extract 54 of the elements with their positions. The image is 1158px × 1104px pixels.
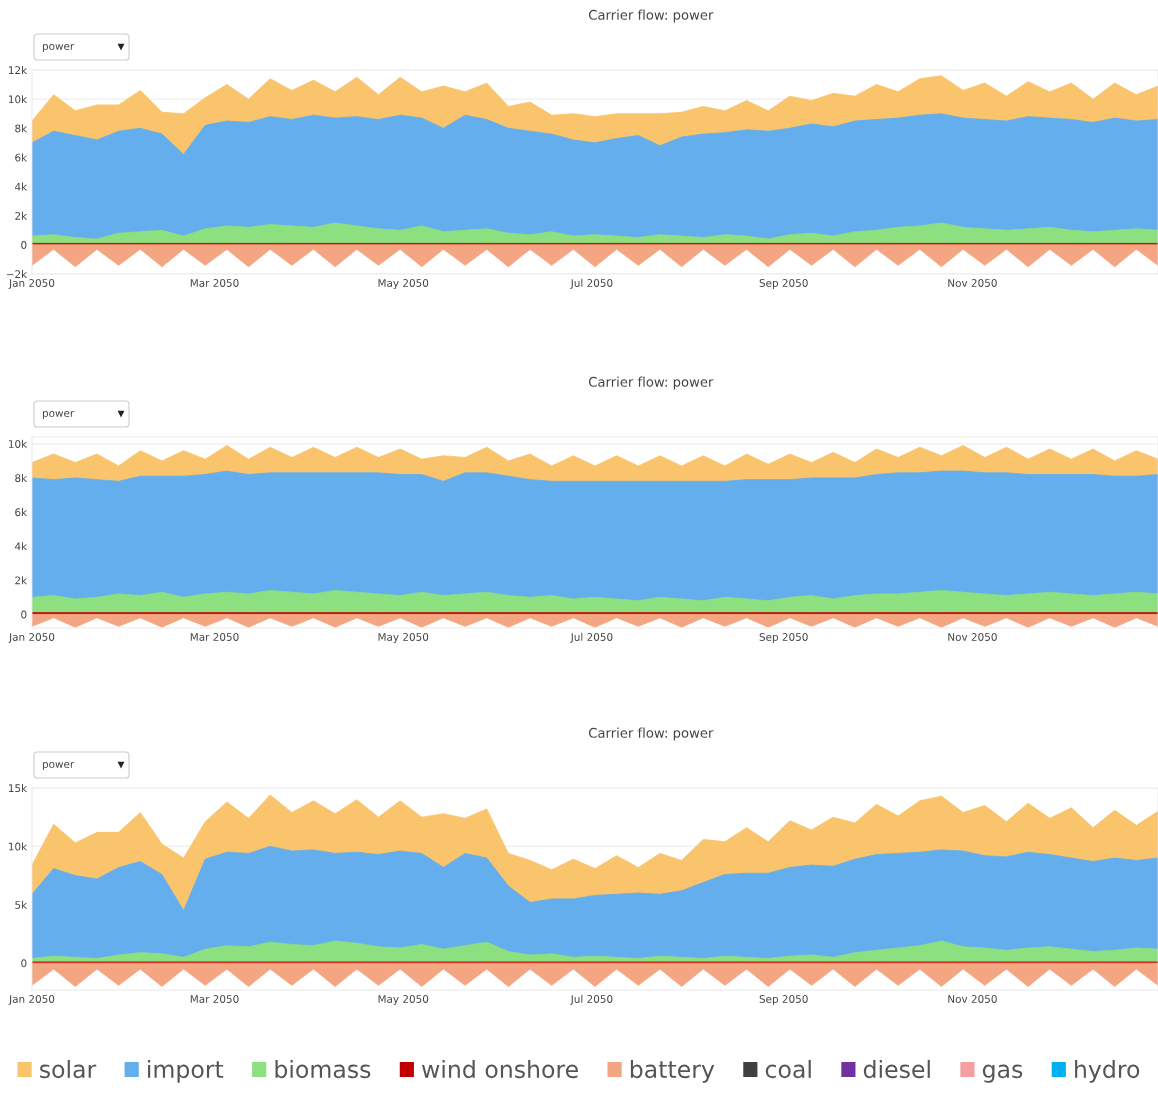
- y-tick-label: 10k: [9, 95, 28, 104]
- y-tick-label: 2k: [15, 211, 28, 220]
- y-tick-label: 10k: [9, 842, 28, 851]
- text: ▼: [117, 761, 125, 769]
- y-tick-label: 5k: [15, 900, 28, 909]
- x-tick-label: Mar 2050: [190, 633, 239, 641]
- y-tick-label: 0: [21, 241, 27, 249]
- y-tick-label: 4k: [14, 542, 28, 551]
- x-tick-label: May 2050: [378, 633, 429, 643]
- legend-label: battery: [630, 1059, 715, 1083]
- x-tick-label: Mar 2050: [190, 995, 239, 1003]
- text: ▼: [117, 43, 125, 51]
- x-tick-label: May 2050: [378, 995, 429, 1005]
- x-tick-label: Jul 2050: [570, 632, 613, 643]
- chart-title: Carrier flow: power: [588, 9, 714, 23]
- x-tick-label: Nov 2050: [948, 633, 997, 641]
- chart-title: Carrier flow: power: [588, 727, 714, 741]
- x-tick-label: Jan 2050: [8, 633, 55, 643]
- text: power: [42, 44, 75, 53]
- legend-label: wind onshore: [422, 1059, 578, 1079]
- y-tick-label: 0: [21, 959, 27, 968]
- text: ▼: [117, 410, 125, 418]
- y-tick-label: 10k: [9, 439, 28, 448]
- legend-label: solar: [40, 1059, 97, 1079]
- legend-label: biomass: [275, 1059, 371, 1079]
- chart-title: Carrier flow: power: [588, 376, 714, 390]
- x-tick-label: Sep 2050: [759, 995, 808, 1005]
- y-tick-label: 2k: [15, 576, 28, 585]
- x-tick-label: Jul 2050: [570, 278, 613, 289]
- y-tick-label: 12k: [9, 66, 28, 74]
- x-tick-label: Jan 2050: [8, 279, 55, 289]
- y-tick-label: 8k: [15, 124, 28, 133]
- legend-label: diesel: [863, 1059, 930, 1079]
- x-tick-label: Sep 2050: [759, 279, 808, 289]
- text: power: [42, 411, 75, 420]
- y-tick-label: 0: [21, 610, 27, 619]
- text: power: [42, 762, 75, 771]
- legend-label: coal: [765, 1059, 811, 1079]
- y-tick-label: 8k: [15, 473, 28, 483]
- y-tick-label: 6k: [15, 153, 28, 162]
- x-tick-label: May 2050: [378, 279, 429, 289]
- x-tick-label: Nov 2050: [948, 995, 997, 1003]
- x-tick-label: Mar 2050: [190, 279, 239, 287]
- legend-label: import: [148, 1059, 224, 1083]
- x-tick-label: Sep 2050: [759, 633, 808, 643]
- legend-label: gas: [982, 1064, 1023, 1083]
- y-tick-label: 6k: [15, 508, 28, 517]
- y-tick-label: 4k: [14, 182, 28, 191]
- y-tick-label: 15k: [9, 784, 28, 793]
- x-tick-label: Jan 2050: [8, 995, 55, 1005]
- legend-label: hydro: [1075, 1059, 1140, 1083]
- x-tick-label: Nov 2050: [948, 279, 997, 287]
- x-tick-label: Jul 2050: [570, 994, 613, 1005]
- y-tick-label: −2k: [6, 270, 28, 278]
